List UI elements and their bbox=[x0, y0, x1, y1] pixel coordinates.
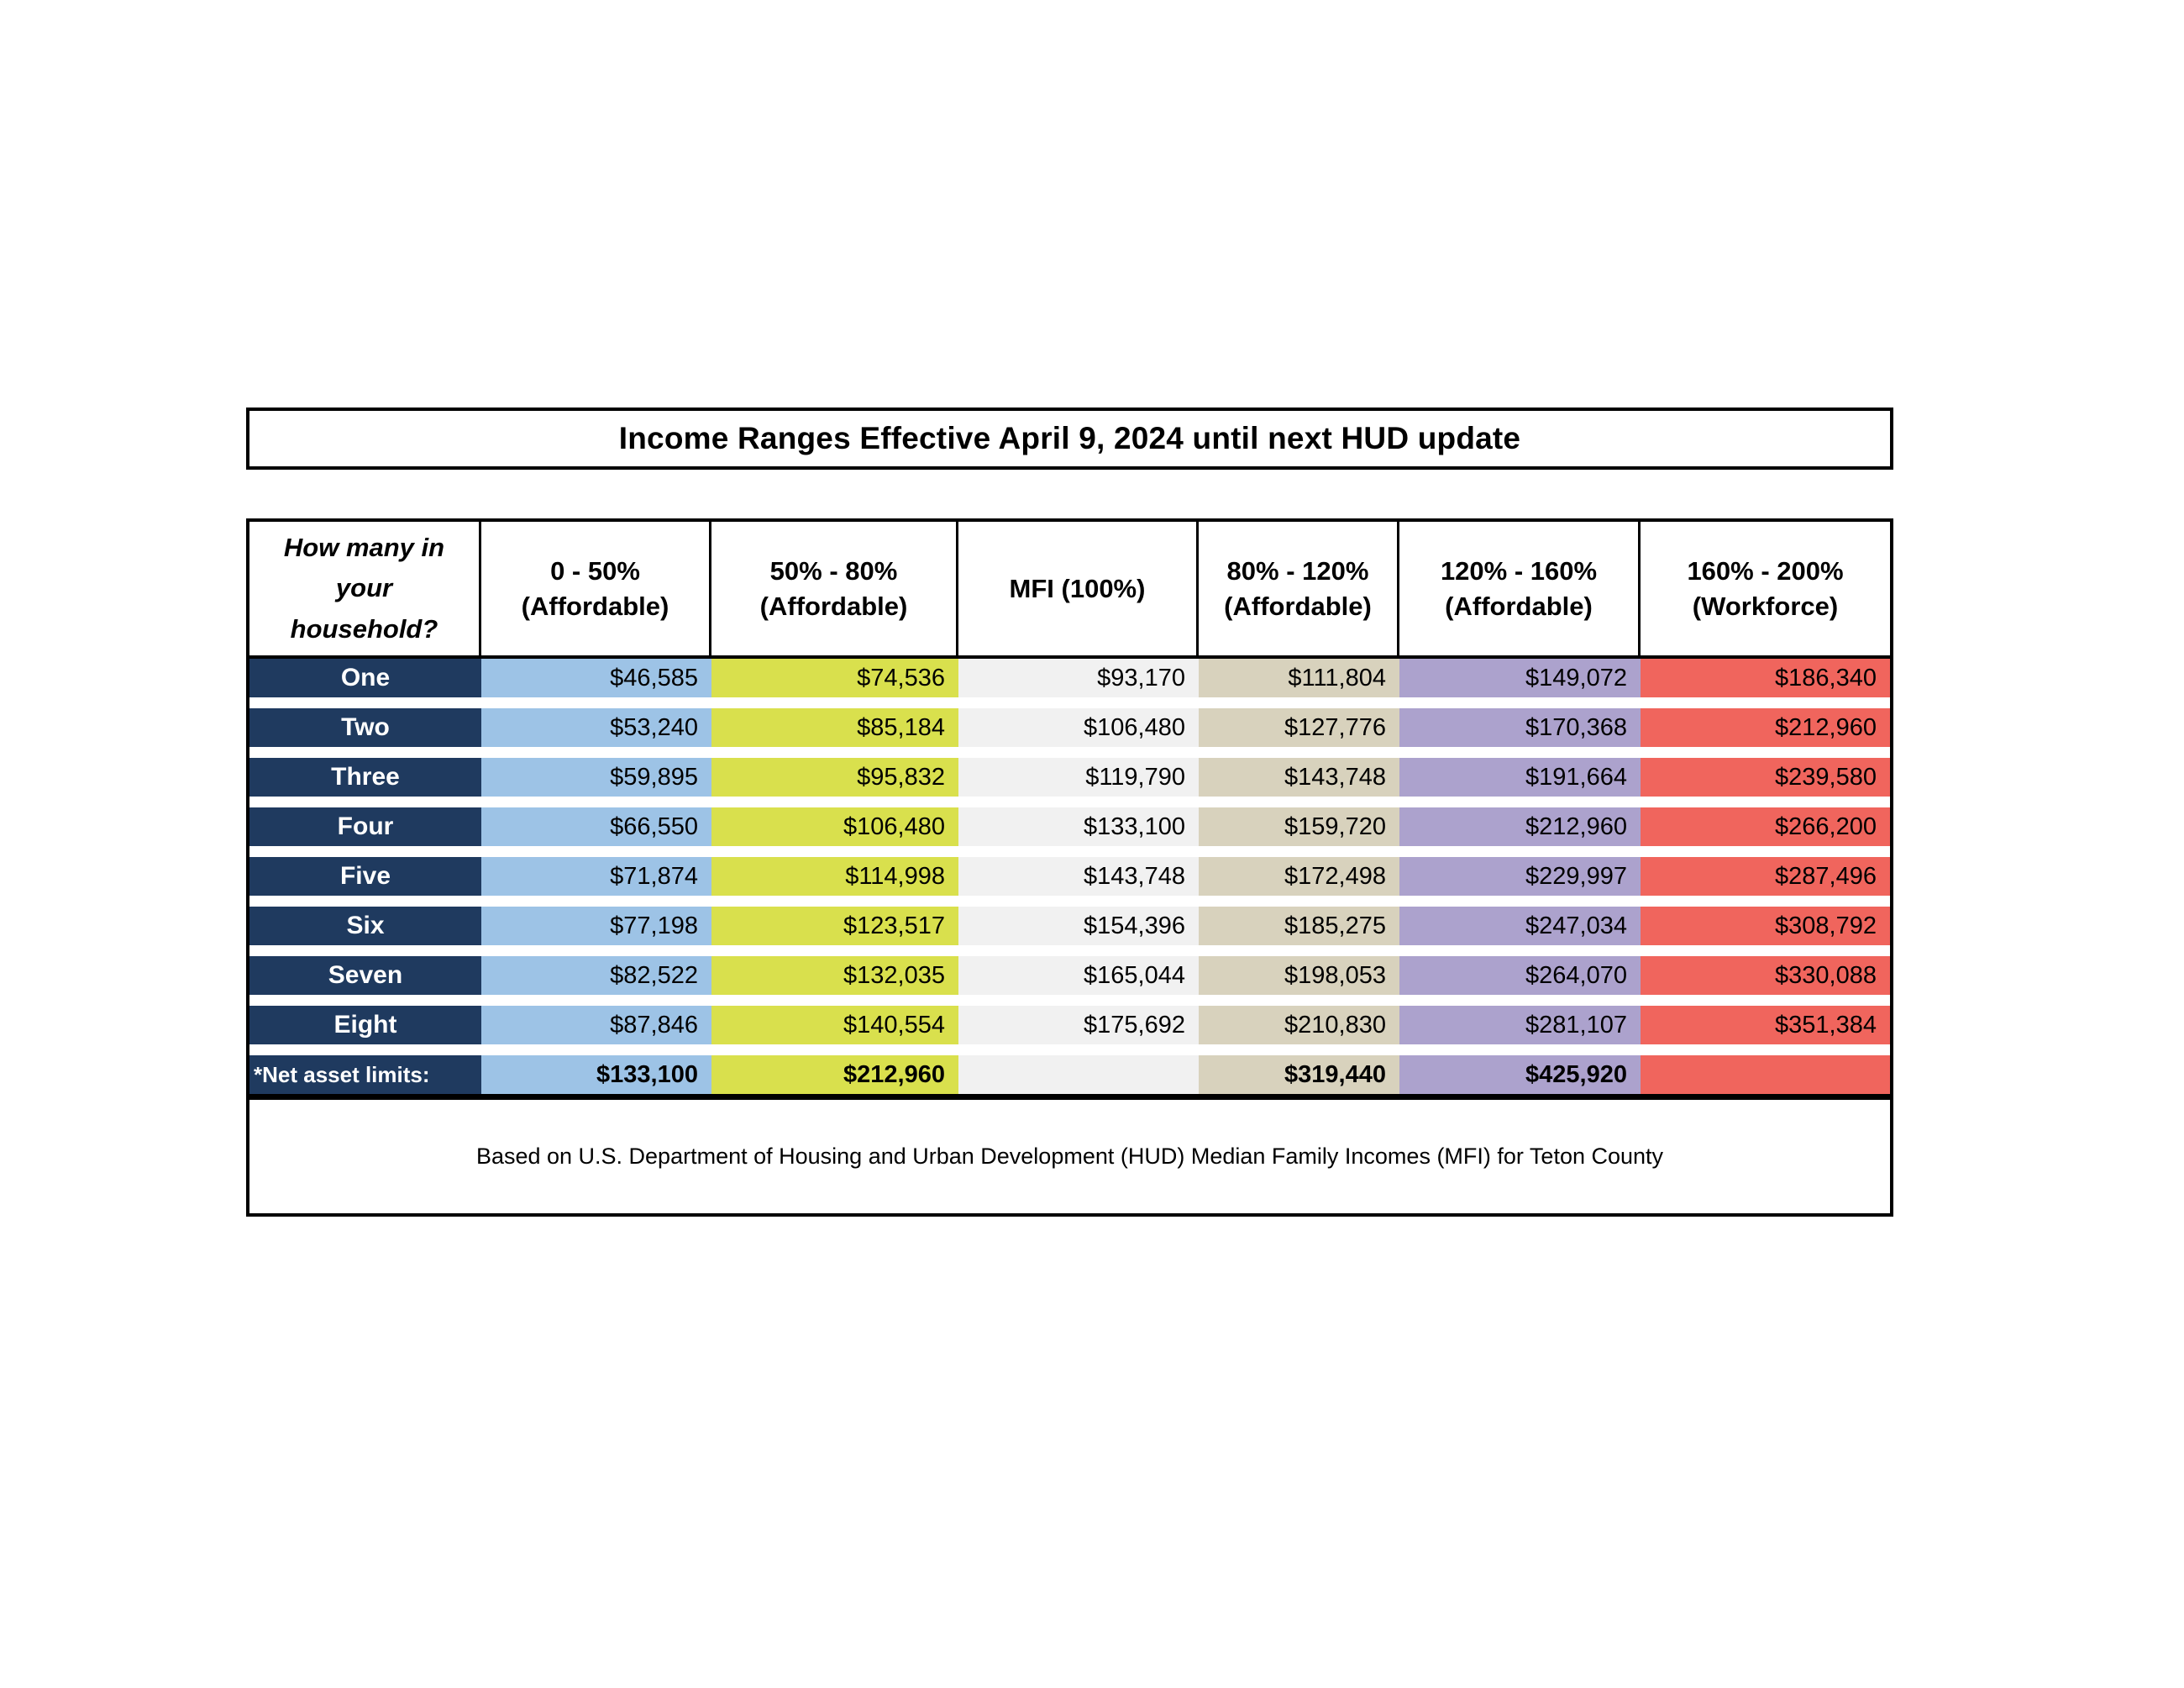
value-cell: $212,960 bbox=[1641, 708, 1890, 747]
table-row: Two $53,240 $85,184 $106,480 $127,776 $1… bbox=[249, 708, 1890, 747]
value-cell: $198,053 bbox=[1199, 956, 1399, 995]
header-80-120: 80% - 120% (Affordable) bbox=[1199, 522, 1399, 655]
title-bar: Income Ranges Effective April 9, 2024 un… bbox=[246, 408, 1893, 470]
value-cell: $266,200 bbox=[1641, 807, 1890, 846]
table-body: One $46,585 $74,536 $93,170 $111,804 $14… bbox=[249, 659, 1890, 1094]
value-cell: $159,720 bbox=[1199, 807, 1399, 846]
value-cell: $185,275 bbox=[1199, 907, 1399, 945]
value-cell: $93,170 bbox=[958, 659, 1199, 697]
value-cell: $247,034 bbox=[1399, 907, 1641, 945]
value-cell: $281,107 bbox=[1399, 1006, 1641, 1044]
net-asset-limits-row: *Net asset limits: $133,100 $212,960 $31… bbox=[249, 1055, 1890, 1094]
value-cell: $175,692 bbox=[958, 1006, 1199, 1044]
table-row: Eight $87,846 $140,554 $175,692 $210,830… bbox=[249, 1006, 1890, 1044]
value-cell: $210,830 bbox=[1199, 1006, 1399, 1044]
value-cell: $143,748 bbox=[1199, 758, 1399, 797]
value-cell: $170,368 bbox=[1399, 708, 1641, 747]
value-cell: $87,846 bbox=[481, 1006, 711, 1044]
value-cell: $212,960 bbox=[1399, 807, 1641, 846]
row-label: Five bbox=[249, 857, 481, 896]
row-label: Seven bbox=[249, 956, 481, 995]
header-mfi: MFI (100%) bbox=[958, 522, 1199, 655]
value-cell: $308,792 bbox=[1641, 907, 1890, 945]
header-household: How many in your household? bbox=[249, 522, 481, 655]
value-cell: $111,804 bbox=[1199, 659, 1399, 697]
value-cell: $77,198 bbox=[481, 907, 711, 945]
value-cell: $351,384 bbox=[1641, 1006, 1890, 1044]
header-160-200: 160% - 200% (Workforce) bbox=[1641, 522, 1890, 655]
value-cell: $239,580 bbox=[1641, 758, 1890, 797]
value-cell: $106,480 bbox=[958, 708, 1199, 747]
table-row: Five $71,874 $114,998 $143,748 $172,498 … bbox=[249, 857, 1890, 896]
value-cell: $330,088 bbox=[1641, 956, 1890, 995]
table-row: Four $66,550 $106,480 $133,100 $159,720 … bbox=[249, 807, 1890, 846]
row-label: Six bbox=[249, 907, 481, 945]
row-label: Three bbox=[249, 758, 481, 797]
value-cell: $133,100 bbox=[958, 807, 1199, 846]
row-label: Four bbox=[249, 807, 481, 846]
footer-area: Based on U.S. Department of Housing and … bbox=[249, 1100, 1890, 1213]
value-cell: $143,748 bbox=[958, 857, 1199, 896]
value-cell: $154,396 bbox=[958, 907, 1199, 945]
value-cell: $71,874 bbox=[481, 857, 711, 896]
value-cell: $82,522 bbox=[481, 956, 711, 995]
row-label: Eight bbox=[249, 1006, 481, 1044]
value-cell: $191,664 bbox=[1399, 758, 1641, 797]
value-cell: $119,790 bbox=[958, 758, 1199, 797]
table-header-row: How many in your household? 0 - 50% (Aff… bbox=[249, 522, 1890, 659]
value-cell: $133,100 bbox=[481, 1055, 711, 1094]
header-50-80: 50% - 80% (Affordable) bbox=[711, 522, 958, 655]
header-120-160: 120% - 160% (Affordable) bbox=[1399, 522, 1641, 655]
value-cell: $123,517 bbox=[711, 907, 958, 945]
income-ranges-table: How many in your household? 0 - 50% (Aff… bbox=[246, 518, 1893, 1217]
value-cell: $319,440 bbox=[1199, 1055, 1399, 1094]
value-cell: $66,550 bbox=[481, 807, 711, 846]
value-cell: $106,480 bbox=[711, 807, 958, 846]
row-label: One bbox=[249, 659, 481, 697]
value-cell: $114,998 bbox=[711, 857, 958, 896]
value-cell: $59,895 bbox=[481, 758, 711, 797]
table-row: One $46,585 $74,536 $93,170 $111,804 $14… bbox=[249, 659, 1890, 697]
header-0-50: 0 - 50% (Affordable) bbox=[481, 522, 711, 655]
value-cell: $172,498 bbox=[1199, 857, 1399, 896]
value-cell: $229,997 bbox=[1399, 857, 1641, 896]
row-label: Two bbox=[249, 708, 481, 747]
value-cell: $264,070 bbox=[1399, 956, 1641, 995]
table-bottom-rule bbox=[249, 1094, 1890, 1100]
source-note: Based on U.S. Department of Housing and … bbox=[475, 1144, 1664, 1169]
value-cell: $85,184 bbox=[711, 708, 958, 747]
table-row: Seven $82,522 $132,035 $165,044 $198,053… bbox=[249, 956, 1890, 995]
table-row: Six $77,198 $123,517 $154,396 $185,275 $… bbox=[249, 907, 1890, 945]
value-cell: $140,554 bbox=[711, 1006, 958, 1044]
table-row: Three $59,895 $95,832 $119,790 $143,748 … bbox=[249, 758, 1890, 797]
value-cell bbox=[1641, 1055, 1890, 1094]
value-cell bbox=[958, 1055, 1199, 1094]
value-cell: $53,240 bbox=[481, 708, 711, 747]
value-cell: $95,832 bbox=[711, 758, 958, 797]
value-cell: $186,340 bbox=[1641, 659, 1890, 697]
value-cell: $46,585 bbox=[481, 659, 711, 697]
value-cell: $149,072 bbox=[1399, 659, 1641, 697]
page-title: Income Ranges Effective April 9, 2024 un… bbox=[618, 421, 1521, 455]
value-cell: $425,920 bbox=[1399, 1055, 1641, 1094]
row-label: *Net asset limits: bbox=[249, 1055, 481, 1094]
value-cell: $74,536 bbox=[711, 659, 958, 697]
value-cell: $127,776 bbox=[1199, 708, 1399, 747]
value-cell: $165,044 bbox=[958, 956, 1199, 995]
value-cell: $287,496 bbox=[1641, 857, 1890, 896]
value-cell: $132,035 bbox=[711, 956, 958, 995]
value-cell: $212,960 bbox=[711, 1055, 958, 1094]
